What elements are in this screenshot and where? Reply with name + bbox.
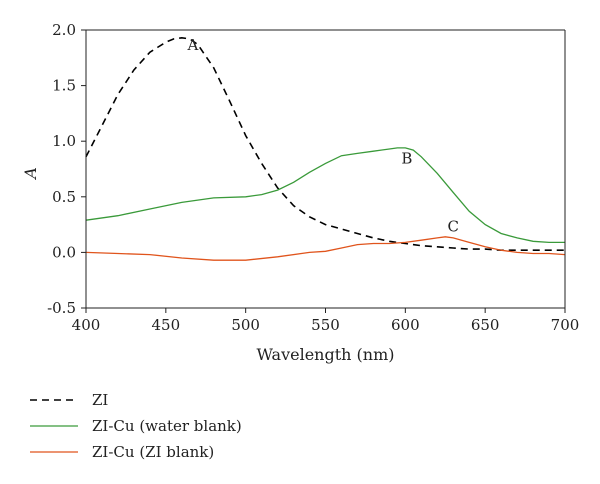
x-tick-label: 700	[551, 316, 580, 334]
series-line-1	[85, 36, 565, 251]
plot-area: A B C	[85, 36, 566, 261]
axes: 400 450 500 550 600 650 700 -0.5 0.0 0.5 1.0 1.5 2.0	[47, 21, 579, 334]
y-tick-label: 1.5	[52, 77, 76, 95]
legend: ZI ZI-Cu (water blank) ZI-Cu (ZI blank)	[30, 391, 242, 461]
axis-labels: Wavelength (nm) A	[21, 167, 395, 364]
y-tick-label: 0.5	[52, 188, 76, 206]
y-tick-label: 0.0	[52, 243, 76, 261]
y-tick-label: 1.0	[52, 132, 76, 150]
x-tick-label: 500	[231, 316, 260, 334]
x-tick-label: 400	[72, 316, 101, 334]
peak-label-c: C	[447, 217, 458, 235]
legend-label-1: ZI	[92, 391, 108, 409]
legend-label-2: ZI-Cu (water blank)	[92, 417, 242, 435]
series-line-3	[85, 236, 566, 261]
y-axis-label: A	[21, 167, 40, 181]
x-tick-label: 450	[152, 316, 181, 334]
y-tick-label: 2.0	[52, 21, 76, 39]
peak-label-b: B	[401, 149, 412, 167]
series-line-2	[85, 147, 565, 244]
x-axis-label: Wavelength (nm)	[256, 345, 394, 364]
legend-label-3: ZI-Cu (ZI blank)	[92, 443, 214, 461]
peak-label-a: A	[187, 36, 199, 54]
x-tick-label: 600	[391, 316, 420, 334]
x-tick-label: 550	[311, 316, 340, 334]
y-tick-label: -0.5	[47, 299, 76, 317]
x-tick-label: 650	[471, 316, 500, 334]
